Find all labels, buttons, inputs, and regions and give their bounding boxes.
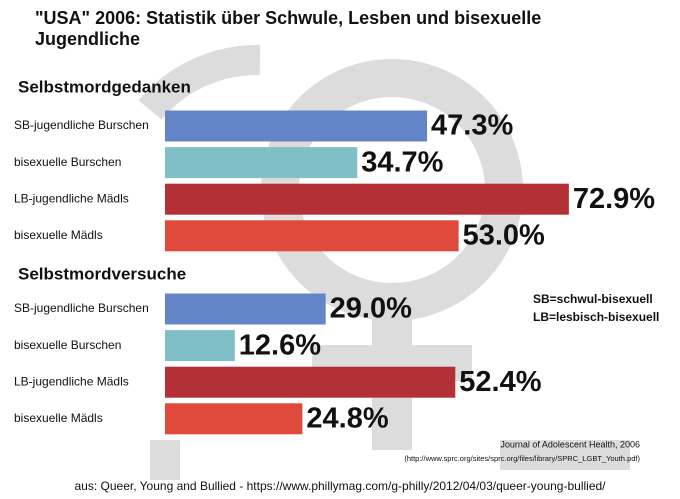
value-label: 34.7% bbox=[361, 146, 443, 178]
value-label: 29.0% bbox=[330, 293, 412, 325]
bar bbox=[165, 183, 569, 215]
panel-title: Selbstmordgedanken bbox=[18, 77, 191, 96]
bar bbox=[165, 293, 326, 325]
category-label: bisexuelle Burschen bbox=[14, 155, 121, 169]
value-label: 52.4% bbox=[459, 366, 541, 398]
category-label: bisexuelle Mädls bbox=[14, 411, 103, 425]
bar bbox=[165, 110, 428, 142]
source: (http://www.sprc.org/sites/sprc.org/file… bbox=[404, 454, 640, 463]
note: LB=lesbisch-bisexuell bbox=[533, 310, 659, 324]
source: Journal of Adolescent Health, 2006 bbox=[500, 439, 640, 449]
value-label: 47.3% bbox=[431, 110, 513, 142]
title: "USA" 2006: Statistik über Schwule, Lesb… bbox=[35, 8, 542, 49]
category-label: bisexuelle Burschen bbox=[14, 338, 121, 352]
value-label: 72.9% bbox=[573, 183, 655, 215]
value-label: 53.0% bbox=[463, 219, 545, 251]
note: SB=schwul-bisexuell bbox=[533, 292, 653, 306]
bar bbox=[165, 403, 303, 435]
bar bbox=[165, 220, 459, 252]
category-label: SB-jugendliche Burschen bbox=[14, 118, 149, 132]
value-label: 12.6% bbox=[239, 329, 321, 361]
category-label: LB-jugendliche Mädls bbox=[14, 374, 129, 388]
panel-title: Selbstmordversuche bbox=[18, 264, 186, 283]
footer: aus: Queer, Young and Bullied - https://… bbox=[75, 479, 607, 493]
bar bbox=[165, 147, 358, 179]
value-label: 24.8% bbox=[306, 402, 388, 434]
bar bbox=[165, 366, 456, 398]
category-label: SB-jugendliche Burschen bbox=[14, 301, 149, 315]
bar bbox=[165, 330, 235, 362]
category-label: LB-jugendliche Mädls bbox=[14, 191, 129, 205]
category-label: bisexuelle Mädls bbox=[14, 228, 103, 242]
